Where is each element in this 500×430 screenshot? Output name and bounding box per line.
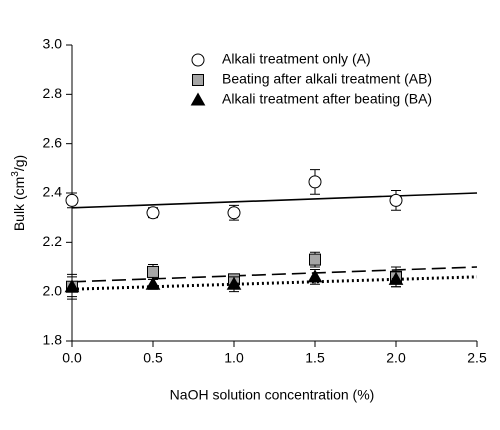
marker: [389, 193, 403, 207]
marker: [227, 206, 241, 220]
x-axis-label: NaOH solution concentration (%): [170, 387, 375, 403]
legend-marker: [190, 92, 206, 106]
y-tick-label: 2.6: [43, 134, 63, 150]
marker: [226, 276, 242, 290]
y-tick-label: 2.4: [43, 184, 63, 200]
y-tick-label: 2.8: [43, 85, 63, 101]
legend-label: Alkali treatment after beating (BA): [222, 91, 432, 107]
y-label-end: /g): [11, 155, 27, 171]
marker: [308, 175, 322, 189]
x-tick-label: 0.5: [143, 350, 163, 366]
legend-marker: [191, 53, 205, 67]
trend-line: [71, 275, 478, 291]
trend-line: [71, 266, 478, 283]
legend-marker: [192, 74, 204, 86]
y-tick-label: 2.0: [43, 282, 63, 298]
y-tick-label: 2.2: [43, 233, 63, 249]
y-axis-label: Bulk (cm3/g): [10, 155, 27, 231]
marker: [309, 253, 321, 266]
y-tick-label: 1.8: [43, 332, 63, 348]
legend-label: Alkali treatment only (A): [222, 51, 371, 67]
y-label-text: Bulk (cm: [11, 177, 27, 231]
marker: [388, 271, 404, 285]
y-label-sup: 3: [10, 171, 21, 177]
trend-line: [71, 192, 478, 209]
x-tick-label: 1.5: [305, 350, 325, 366]
x-tick-label: 0.0: [62, 350, 82, 366]
marker: [146, 206, 160, 220]
marker: [147, 265, 159, 278]
x-tick-label: 2.5: [467, 350, 487, 366]
x-tick-label: 2.0: [386, 350, 406, 366]
marker: [65, 193, 79, 207]
x-tick-label: 1.0: [224, 350, 244, 366]
y-tick-label: 3.0: [43, 36, 63, 52]
marker: [307, 269, 323, 283]
legend-label: Beating after alkali treatment (AB): [222, 71, 432, 87]
marker: [145, 276, 161, 290]
marker: [64, 279, 80, 293]
